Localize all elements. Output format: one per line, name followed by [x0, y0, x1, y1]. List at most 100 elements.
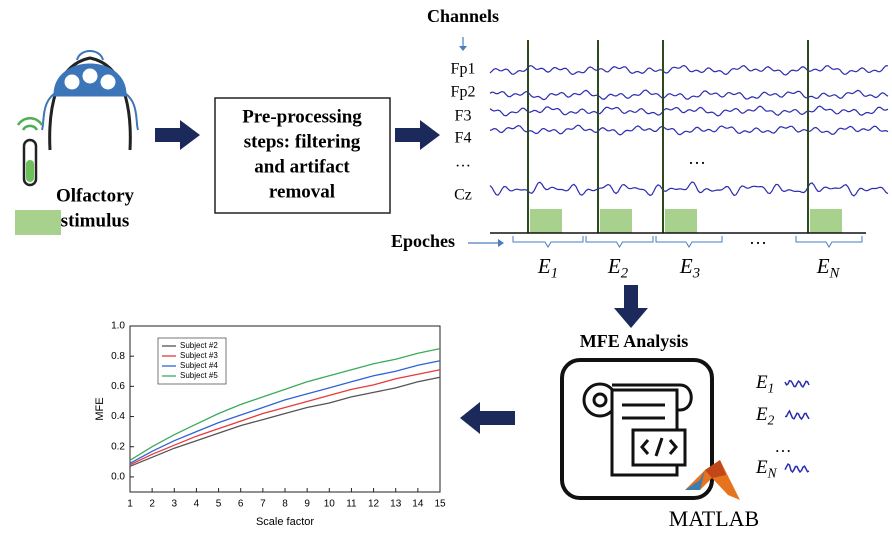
flow-arrow [395, 120, 440, 150]
epoch-label-letter: E [755, 404, 768, 425]
channel-label: … [455, 154, 471, 171]
epoch-label-letter: E [755, 457, 768, 478]
mfe-chart: 1 2 3 4 5 6 7 8 9 10 11 12 13 14 150.00.20.40.60.81.0S… [94, 321, 446, 528]
epoch-brace [512, 236, 584, 248]
y-axis-label: MFE [94, 397, 106, 420]
y-tick-label: 0.2 [111, 441, 125, 452]
x-tick-label: 9 [304, 499, 310, 510]
epoch-brace [655, 236, 723, 248]
epoch-brace [585, 236, 654, 248]
epoch-label-subscript: 2 [768, 413, 775, 428]
x-tick-label: 3 [172, 499, 178, 510]
y-tick-label: 1.0 [111, 321, 125, 332]
ellipsis: … [775, 437, 792, 456]
x-tick-label: 13 [390, 499, 402, 510]
epoch-label-subscript: 1 [768, 381, 775, 396]
epoch-label-letter: E [755, 372, 768, 393]
x-tick-label: 11 [346, 499, 357, 510]
epoch-label: E3 [679, 254, 700, 282]
series-line [129, 347, 441, 461]
stimulus-block [600, 209, 632, 233]
preprocessing-text: and artifact [254, 156, 350, 177]
channel-label: F3 [455, 108, 472, 125]
epochs-title: Epoches [391, 231, 455, 251]
eeg-trace [489, 181, 889, 197]
test-tube-icon [16, 116, 44, 187]
stimulus-label: Olfactory [56, 185, 135, 206]
epoch-label: E2 [607, 254, 629, 282]
channel-label: Cz [454, 187, 472, 204]
channel-label: Fp1 [451, 61, 476, 78]
series-line [129, 360, 441, 464]
stimulus-block [665, 209, 697, 233]
x-tick-label: 2 [149, 499, 155, 510]
epoch-label-subscript: 2 [621, 266, 629, 282]
x-tick-label: 6 [238, 499, 244, 510]
x-tick-label: 15 [434, 499, 446, 510]
epoch-brace [795, 236, 863, 248]
y-tick-label: 0.4 [111, 411, 125, 422]
series-line [129, 376, 441, 467]
y-tick-label: 0.8 [111, 351, 125, 362]
channels-title: Channels [427, 6, 499, 26]
y-tick-label: 0.0 [111, 472, 125, 483]
epoch-label-subscript: 1 [551, 266, 558, 282]
x-tick-label: 4 [194, 499, 200, 510]
mini-trace [784, 409, 810, 421]
code-icon [582, 382, 693, 477]
stimulus-block [530, 209, 562, 233]
legend-label: Subject #5 [180, 371, 218, 380]
preprocessing-text: Pre-processing [242, 106, 362, 127]
flow-arrow [614, 285, 648, 328]
software-label: MATLAB [669, 506, 759, 531]
legend-label: Subject #2 [180, 341, 218, 350]
x-tick-label: 12 [368, 499, 380, 510]
ellipsis: … [749, 228, 767, 248]
legend-label: Subject #3 [180, 351, 218, 360]
mfe-title: MFE Analysis [580, 331, 689, 351]
epoch-label: E2 [755, 404, 775, 427]
pointer-arrow [459, 46, 467, 51]
epoch-label-subscript: N [829, 266, 841, 282]
x-tick-label: 14 [412, 499, 424, 510]
epoch-label: EN [816, 254, 841, 282]
epoch-label-letter: E [607, 254, 621, 278]
y-tick-label: 0.6 [111, 381, 125, 392]
series-line [129, 369, 441, 466]
epoch-label: EN [755, 457, 778, 480]
preprocessing-text: removal [269, 181, 335, 202]
matlab-logo [685, 460, 740, 500]
flow-arrow [155, 120, 200, 150]
x-tick-label: 8 [282, 499, 288, 510]
head-icon [41, 50, 139, 151]
epoch-label-subscript: N [767, 466, 778, 481]
eeg-trace [489, 105, 889, 117]
preprocessing-box [214, 97, 391, 214]
ellipsis: … [688, 148, 706, 168]
epoch-label-letter: E [537, 254, 551, 278]
eeg-trace [489, 124, 889, 136]
x-axis-label: Scale factor [256, 516, 314, 528]
stimulus-block [810, 209, 842, 233]
epoch-label: E1 [537, 254, 558, 282]
channel-label: Fp2 [451, 84, 476, 101]
eeg-trace [489, 64, 889, 76]
x-tick-label: 7 [260, 499, 266, 510]
epoch-label: E1 [755, 372, 774, 395]
epoch-label-letter: E [816, 254, 830, 278]
stimulus-label: stimulus [61, 210, 130, 231]
eeg-trace [489, 89, 889, 101]
legend-label: Subject #4 [180, 361, 218, 370]
epoch-label-letter: E [679, 254, 693, 278]
mini-trace [784, 463, 810, 474]
x-tick-label: 10 [324, 499, 336, 510]
channel-label: F4 [455, 130, 472, 147]
pointer-arrow [498, 239, 504, 247]
mini-trace [784, 379, 810, 388]
x-tick-label: 5 [216, 499, 222, 510]
epoch-label-subscript: 3 [692, 266, 700, 282]
flow-arrow [460, 402, 515, 434]
x-tick-label: 1 [127, 499, 133, 510]
preprocessing-text: steps: filtering [244, 131, 361, 152]
